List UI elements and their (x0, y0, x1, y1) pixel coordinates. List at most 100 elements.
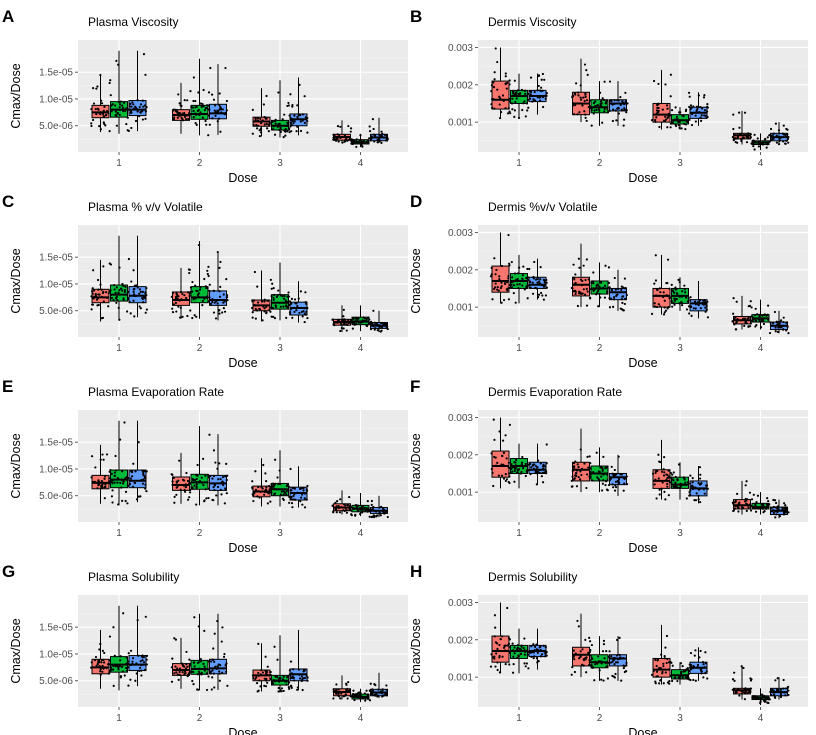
jitter-point (493, 455, 496, 459)
jitter-point (109, 666, 112, 669)
jitter-point (786, 128, 789, 131)
jitter-point (261, 671, 265, 674)
jitter-point (706, 677, 709, 680)
jitter-point (343, 134, 347, 137)
jitter-point (201, 481, 204, 484)
jitter-point (304, 291, 307, 294)
jitter-point (572, 104, 575, 107)
jitter-point (779, 694, 783, 697)
jitter-point (579, 84, 582, 87)
jitter-point (184, 670, 187, 673)
jitter-point (97, 483, 100, 487)
jitter-point (690, 123, 694, 127)
jitter-point (746, 498, 749, 501)
jitter-point (752, 143, 755, 146)
box-level-3-dose-3 (688, 647, 709, 682)
box-level-3-dose-1 (527, 628, 548, 670)
jitter-point (345, 323, 348, 326)
jitter-point (205, 123, 208, 126)
jitter-point (504, 649, 507, 652)
jitter-point (527, 106, 530, 109)
jitter-point (251, 674, 255, 677)
box-level-3-dose-2 (207, 64, 229, 135)
jitter-point (667, 469, 670, 472)
jitter-point (179, 290, 183, 294)
jitter-point (221, 626, 224, 629)
jitter-point (202, 457, 205, 460)
jitter-point (133, 287, 136, 291)
jitter-point (543, 281, 546, 284)
jitter-point (748, 491, 752, 494)
jitter-point (512, 649, 515, 652)
jitter-point (657, 303, 660, 306)
jitter-point (737, 510, 740, 513)
jitter-point (171, 291, 175, 294)
jitter-point (270, 482, 273, 486)
jitter-point (142, 661, 146, 664)
jitter-point (345, 511, 349, 514)
jitter-point (126, 116, 129, 119)
jitter-point (539, 462, 542, 465)
jitter-point (772, 691, 775, 694)
jitter-point (526, 653, 529, 656)
jitter-point (493, 657, 496, 660)
box-level-2-dose-4 (751, 688, 771, 706)
jitter-point (263, 298, 266, 301)
jitter-point (513, 109, 516, 112)
jitter-point (615, 654, 619, 657)
jitter-point (670, 109, 674, 112)
jitter-point (337, 505, 340, 508)
jitter-point (595, 108, 598, 111)
jitter-point (121, 499, 124, 502)
jitter-point (99, 111, 102, 114)
jitter-point (623, 477, 626, 481)
jitter-point (754, 318, 757, 322)
jitter-point (521, 108, 524, 112)
jitter-point (196, 688, 200, 691)
jitter-point (539, 266, 542, 269)
jitter-point (587, 283, 590, 286)
jitter-point (285, 683, 288, 686)
jitter-point (288, 300, 292, 303)
jitter-point (504, 644, 507, 647)
jitter-point (135, 672, 138, 675)
jitter-point (659, 305, 662, 308)
jitter-point (602, 98, 606, 102)
jitter-point (505, 87, 508, 90)
x-tick-label: 1 (116, 158, 122, 169)
jitter-point (779, 136, 782, 139)
box-level-1-dose-4 (331, 305, 353, 333)
jitter-point (750, 306, 753, 309)
jitter-point (528, 89, 531, 92)
jitter-point (578, 266, 581, 269)
jitter-point (208, 433, 211, 436)
jitter-point (278, 469, 281, 472)
jitter-point (700, 670, 703, 673)
jitter-point (187, 118, 190, 121)
jitter-point (291, 103, 294, 107)
jitter-point (663, 471, 666, 474)
jitter-point (522, 465, 525, 468)
jitter-point (581, 279, 584, 283)
jitter-point (198, 672, 201, 675)
jitter-point (489, 275, 493, 278)
y-axis-title: Cmax/Dose (9, 248, 23, 313)
jitter-point (689, 493, 692, 496)
jitter-point (204, 107, 207, 110)
jitter-point (731, 678, 735, 681)
box-body (491, 80, 510, 110)
jitter-point (786, 324, 789, 327)
jitter-point (135, 498, 139, 501)
jitter-point (194, 122, 197, 125)
jitter-point (256, 285, 259, 288)
x-axis-title: Dose (228, 171, 257, 185)
jitter-point (666, 116, 669, 120)
jitter-point (540, 89, 543, 93)
jitter-point (706, 300, 709, 303)
jitter-point (139, 290, 142, 293)
jitter-point (119, 481, 122, 485)
jitter-point (280, 687, 284, 690)
jitter-point (211, 297, 214, 301)
jitter-point (175, 295, 179, 298)
